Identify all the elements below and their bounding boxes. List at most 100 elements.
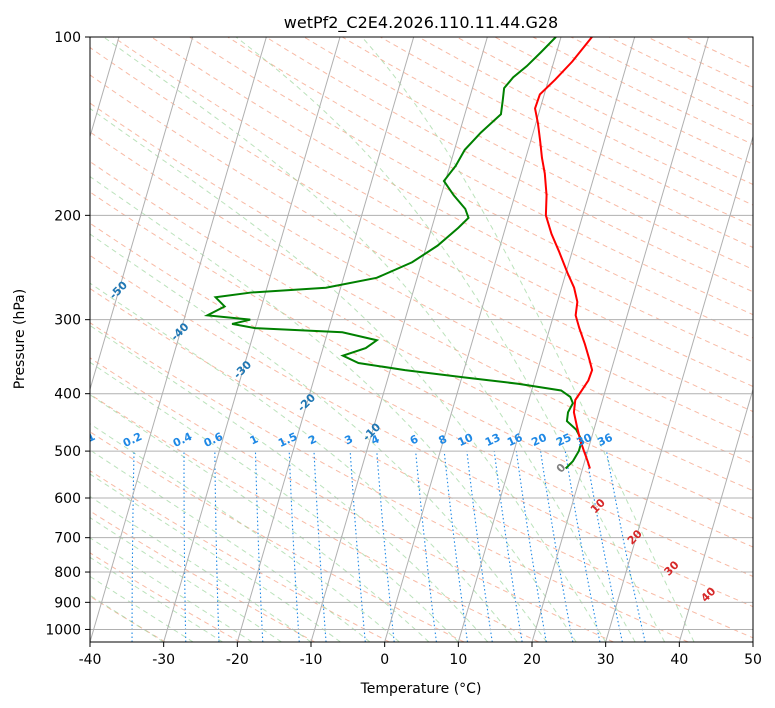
isotherm-line [384,37,562,642]
isotherm-line [457,37,636,642]
x-tick-label: -30 [152,652,175,668]
moist-adiabat-line [90,394,430,642]
y-tick-label: 600 [54,491,81,507]
moist-adiabat-line [90,537,253,642]
y-axis-label: Pressure (hPa) [12,289,28,389]
mixing-ratio-line [443,451,469,642]
dry-adiabat-line [90,287,753,639]
moist-adiabat-line [90,107,607,642]
isotherm-line [163,37,341,642]
mixing-ratio-line [415,451,437,642]
dry-adiabat-line [90,131,753,492]
mixing-ratio-label: 1.5 [276,430,299,450]
mixing-ratio-line [376,451,395,642]
dry-adiabat-line [685,37,753,70]
isotherm-label: -60 [46,233,69,256]
dry-adiabat-line [90,222,753,577]
x-tick-label: 40 [670,652,688,668]
x-tick-label: 30 [597,652,615,668]
x-axis-label: Temperature (°C) [360,681,482,697]
x-tick-label: 20 [523,652,541,668]
mixing-ratio-line [540,451,574,642]
plot-frame [89,36,754,643]
mixing-ratio-line [214,451,220,642]
moist-adiabat-line [90,449,371,642]
x-tick-label: 10 [449,652,467,668]
y-tick-label: 900 [54,595,81,611]
dry-adiabat-line [90,74,753,438]
dry-adiabat-line [90,254,753,608]
mixing-ratio-label: 10 [456,431,476,449]
dry-adiabat-line [609,37,753,107]
moist-adiabat-line [90,282,518,642]
mixing-ratio-label: 0.4 [171,430,194,450]
temperature-series-line [534,37,594,469]
dry-adiabat-line [90,393,539,642]
grid-layer [82,37,753,642]
isotherm-line [90,37,194,392]
dry-adiabat-line [90,552,241,642]
y-tick-label: 200 [54,208,81,224]
moist-adiabat-line [90,233,548,642]
moist-adiabat-line [90,175,577,642]
mixing-ratio-label: 16 [505,431,525,449]
dry-adiabat-line [189,37,753,339]
dry-adiabat-line [380,37,753,227]
mixing-ratio-label: 3 [342,432,354,447]
mixing-ratio-label: 8 [436,432,448,447]
y-tick-label: 400 [54,387,81,403]
mixing-ratio-line [131,451,135,642]
isotherm-line [310,37,488,642]
y-tick-label: 1000 [45,622,81,638]
isotherm-line [752,640,753,642]
y-tick-label: 300 [54,313,81,329]
x-tick-label: -10 [300,652,323,668]
dry-adiabat-line [265,37,753,293]
mixing-ratio-label: 0.6 [202,430,225,450]
mixing-ratio-label: 13 [483,431,502,449]
dry-adiabat-line [90,595,166,642]
dry-adiabat-line [456,37,753,185]
dry-adiabat-line [90,510,315,642]
isotherm-label: -40 [168,320,191,343]
dry-adiabat-line [532,37,753,145]
mixing-ratio-line [606,451,646,642]
dry-adiabat-label: 30 [662,558,682,578]
mixing-ratio-line [254,451,264,642]
moist-adiabat-line [90,575,194,642]
dry-adiabat-line [647,37,753,88]
dry-adiabat-line [90,470,390,642]
moist-adiabat-line [90,423,400,642]
isotherm-label: -20 [295,391,318,414]
mixing-ratio-label: 6 [408,432,421,447]
mixing-ratio-line [564,451,601,642]
dewpoint-series-line [203,37,583,470]
moist-adiabat-line [90,473,341,642]
line-label-layer: -100-90-80-70-60-50-40-30-20-100.10.20.4… [0,176,719,604]
isotherm-label: -70 [0,176,13,199]
dry-adiabat-line [90,357,614,642]
y-tick-label: 100 [54,30,81,46]
mixing-ratio-label: 0.2 [121,430,144,450]
mixing-ratio-label: 20 [529,431,549,449]
isotherm-label: -30 [231,358,254,381]
moist-adiabat-line [103,37,636,642]
dry-adiabat-label: 20 [625,527,645,547]
mixing-ratio-label: 30 [575,431,595,449]
y-tick-label: 500 [54,444,81,460]
mixing-ratio-line [515,451,547,642]
isotherm-label: -50 [107,278,130,301]
mixing-ratio-label: 0.1 [74,430,97,450]
mixing-ratio-line [183,451,187,642]
dry-adiabat-line [494,37,753,165]
dry-adiabat-line [112,37,753,387]
isotherm-line [678,387,753,642]
dry-adiabat-line [90,191,753,548]
isotherm-line [236,37,415,642]
mixing-ratio-line [493,451,523,642]
mixing-ratio-line [313,451,327,642]
mixing-ratio-label: 25 [554,431,573,449]
mixing-ratio-line [82,451,87,642]
y-tick-label: 800 [54,565,81,581]
